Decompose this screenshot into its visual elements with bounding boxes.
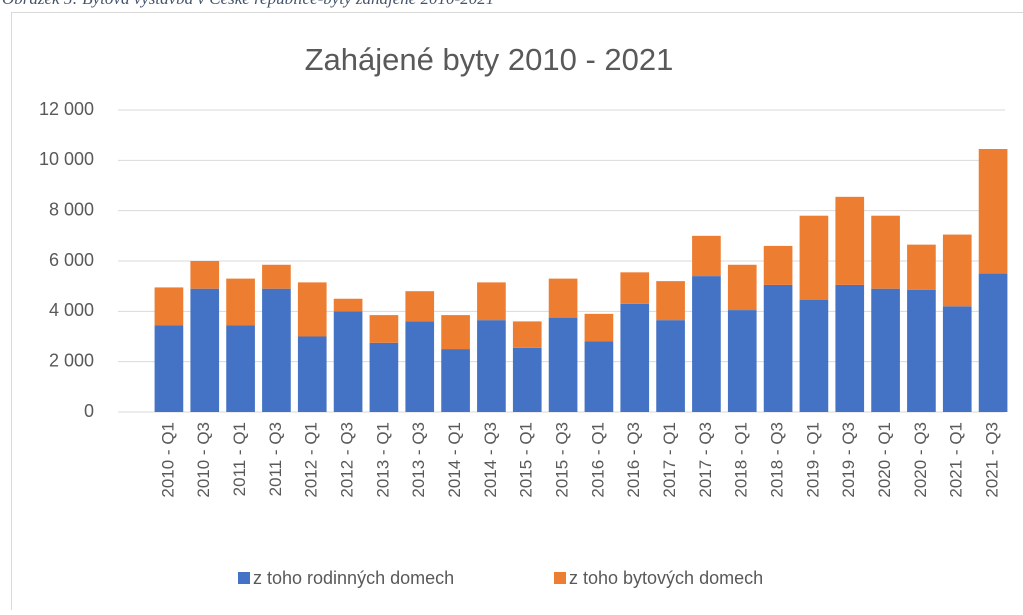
x-tick-label: 2010 - Q1 [158,422,177,498]
x-tick-label: 2015 - Q3 [553,422,572,498]
bar-segment [835,285,864,412]
x-tick-label: 2012 - Q1 [302,422,321,498]
bar-segment [226,325,255,412]
bar-segment [979,149,1008,274]
x-tick-label: 2012 - Q3 [338,422,357,498]
x-tick-label: 2014 - Q1 [445,422,464,498]
bar-segment [477,282,506,320]
y-tick-label: 8 000 [49,199,94,219]
bar-segment [262,265,291,289]
x-tick-label: 2021 - Q3 [983,422,1002,498]
x-tick-label: 2015 - Q1 [517,422,536,498]
y-tick-label: 12 000 [39,99,94,119]
y-tick-label: 0 [84,401,94,421]
bar-segment [262,289,291,412]
chart-title: Zahájené byty 2010 - 2021 [305,42,674,77]
bar-segment [800,300,829,412]
y-tick-label: 10 000 [39,149,94,169]
x-tick-label: 2018 - Q3 [768,422,787,498]
bar-segment [334,311,363,412]
bar-segment [871,289,900,412]
x-tick-label: 2018 - Q1 [732,422,751,498]
bar-segment [764,246,793,285]
bar-segment [405,321,434,412]
bar-segment [800,216,829,300]
bar-segment [226,279,255,326]
x-tick-label: 2014 - Q3 [481,422,500,498]
bar-segment [871,216,900,289]
y-tick-label: 6 000 [49,250,94,270]
bar-segment [190,261,219,289]
bar-segment [943,306,972,412]
bar-segment [656,320,685,412]
bar-segment [728,310,757,412]
bar-segment [656,281,685,320]
bar-segment [298,337,327,413]
bar-segment [477,320,506,412]
bar-segment [513,321,542,347]
bar-segment [190,289,219,412]
bar-segment [549,279,578,318]
bar-segment [155,287,184,325]
y-tick-label: 2 000 [49,350,94,370]
bar-segment [370,315,399,343]
legend-label: z toho bytových domech [569,568,763,588]
bar-segment [835,197,864,285]
x-tick-label: 2010 - Q3 [194,422,213,498]
bar-segment [441,349,470,412]
bar-segment [692,276,721,412]
bar-segment [764,285,793,412]
bar-segment [298,282,327,336]
x-tick-label: 2019 - Q1 [803,422,822,498]
legend-label: z toho rodinných domech [253,568,454,588]
bar-segment [692,236,721,276]
x-tick-label: 2020 - Q1 [875,422,894,498]
bar-segment [620,272,649,303]
x-tick-label: 2013 - Q3 [409,422,428,498]
bar-segment [370,343,399,412]
bar-segment [405,291,434,321]
x-tick-label: 2019 - Q3 [839,422,858,498]
bar-segment [585,342,614,412]
caption: Obrázek 5: Bytová výstavba v České repub… [2,0,494,8]
x-tick-label: 2011 - Q3 [266,422,285,496]
bar-segment [620,304,649,412]
bar-segment [907,290,936,412]
x-tick-label: 2011 - Q1 [230,422,249,496]
bar-segment [585,314,614,342]
bar-segment [513,348,542,412]
x-tick-label: 2017 - Q3 [696,422,715,498]
bar-segment [155,325,184,412]
bar-segment [907,245,936,290]
x-tick-label: 2013 - Q1 [373,422,392,498]
x-tick-label: 2017 - Q1 [660,422,679,498]
bar-segment [943,235,972,307]
legend-swatch [554,572,566,584]
y-tick-label: 4 000 [49,300,94,320]
bar-segment [728,265,757,310]
x-tick-label: 2021 - Q1 [947,422,966,498]
legend-swatch [238,572,250,584]
x-tick-label: 2016 - Q1 [588,422,607,498]
x-tick-label: 2020 - Q3 [911,422,930,498]
bar-segment [441,315,470,349]
bar-segment [549,318,578,412]
x-tick-label: 2016 - Q3 [624,422,643,498]
bar-segment [334,299,363,312]
bar-segment [979,274,1008,412]
